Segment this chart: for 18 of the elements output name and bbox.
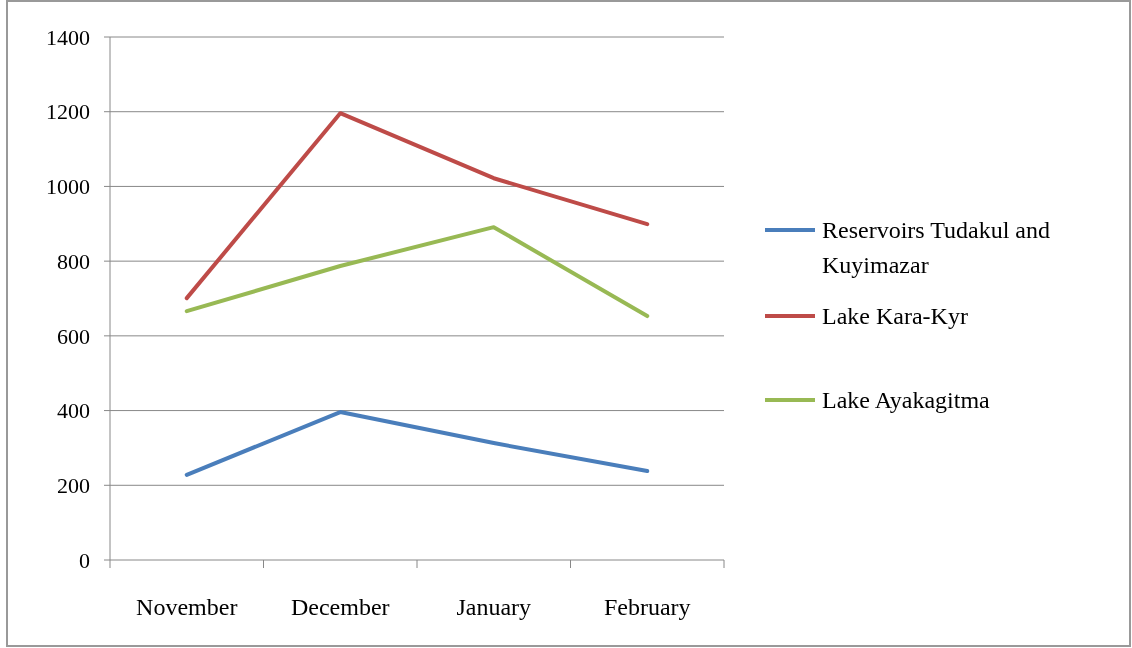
y-tick-label: 1200 xyxy=(46,99,90,125)
y-tick-label: 600 xyxy=(57,323,90,349)
x-tick-label: November xyxy=(136,594,238,620)
legend-label: Lake Kara-Kyr xyxy=(822,303,968,330)
legend-label: Lake Ayakagitma xyxy=(822,387,991,414)
y-tick-label: 800 xyxy=(57,248,90,274)
x-tick-label: February xyxy=(603,594,691,620)
line-series xyxy=(184,225,650,319)
line-series xyxy=(184,111,650,301)
y-tick-label: 1400 xyxy=(46,24,90,50)
line-series xyxy=(184,410,650,477)
y-tick-label: 400 xyxy=(57,398,90,424)
legend-label: Reservoirs Tudakul and Kuyimazar xyxy=(822,217,1050,279)
y-tick-label: 1000 xyxy=(46,174,90,200)
x-tick-label: December xyxy=(290,594,390,620)
y-tick-label: 0 xyxy=(79,547,90,573)
x-tick-label: January xyxy=(456,594,532,620)
y-tick-label: 200 xyxy=(57,472,90,498)
